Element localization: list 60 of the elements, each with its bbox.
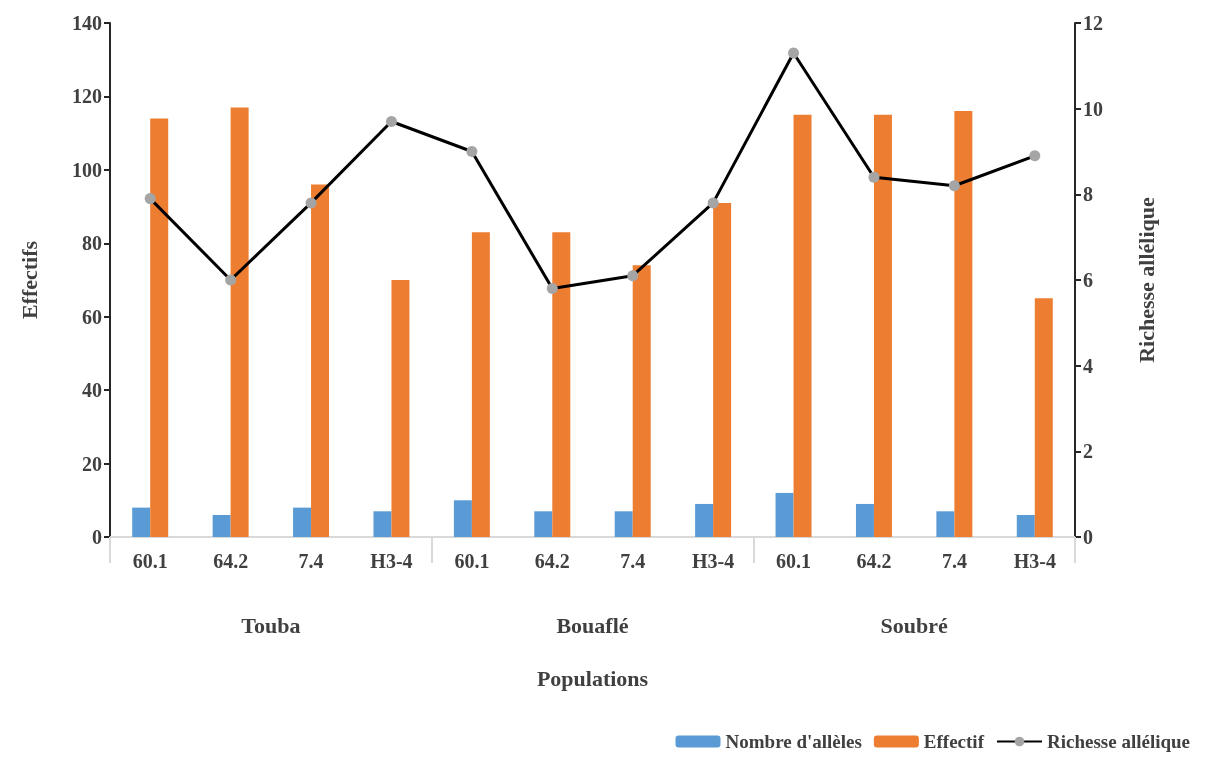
bar [793,114,812,537]
bar [391,280,410,537]
y-tick-label: 120 [72,85,102,108]
bar [311,184,330,537]
y2-axis-title: Richesse allélique [1133,196,1159,363]
bar [873,114,892,537]
x-tick-label: 7.4 [298,550,324,572]
bar [614,511,633,537]
legend-label: Richesse allélique [1046,731,1191,752]
y2-tick-label: 0 [1083,526,1093,548]
x-tick-label: 64.2 [213,550,249,572]
bar [775,492,794,537]
text: Touba [241,612,301,638]
bar [1016,514,1035,537]
y-axis-title: Effectifs [16,240,42,320]
x-tick-label: 60.1 [132,550,168,572]
x-tick-label: H3-4 [1013,550,1056,572]
y-tick-label: 80 [82,232,102,255]
x-tick-label: 60.1 [776,550,812,572]
y2-tick-label: 6 [1083,269,1093,291]
y-tick-label: 20 [82,452,102,475]
bar [230,107,249,537]
bar [471,232,490,537]
y2-tick-label: 10 [1083,97,1103,120]
bar [954,111,973,537]
bar [212,514,231,537]
legend-label: Effectif [923,731,985,752]
bar [293,507,312,537]
bar [936,511,955,537]
y-tick-label: 0 [92,526,102,548]
y2-tick-label: 12 [1083,12,1103,34]
bar [1034,298,1053,537]
x-axis-title: Populations [536,665,649,691]
bar [534,511,553,537]
x-tick-label: 60.1 [454,550,490,572]
bar [373,511,392,537]
bar [695,503,714,537]
y-tick-label: 100 [72,158,102,181]
x-tick-label: 64.2 [534,550,570,572]
x-tick-label: 64.2 [856,550,892,572]
bar [132,507,151,537]
bar [552,232,571,537]
text: Soubré [880,612,949,638]
bar [632,265,651,537]
bar [855,503,874,537]
y2-tick-label: 4 [1083,354,1093,377]
x-tick-label: H3-4 [370,550,413,572]
x-tick-label: 7.4 [620,550,646,572]
legend-label: Nombre d'allèles [725,731,862,752]
y-tick-label: 60 [82,305,102,328]
y-tick-label: 40 [82,379,102,402]
y-tick-label: 140 [72,12,102,34]
x-tick-label: 7.4 [941,550,967,572]
x-tick-label: H3-4 [692,550,735,572]
y2-tick-label: 2 [1083,440,1093,463]
bar [713,202,732,537]
bar [453,500,472,537]
text: Bouaflé [556,612,629,638]
bar [150,118,169,537]
y2-tick-label: 8 [1083,183,1093,206]
